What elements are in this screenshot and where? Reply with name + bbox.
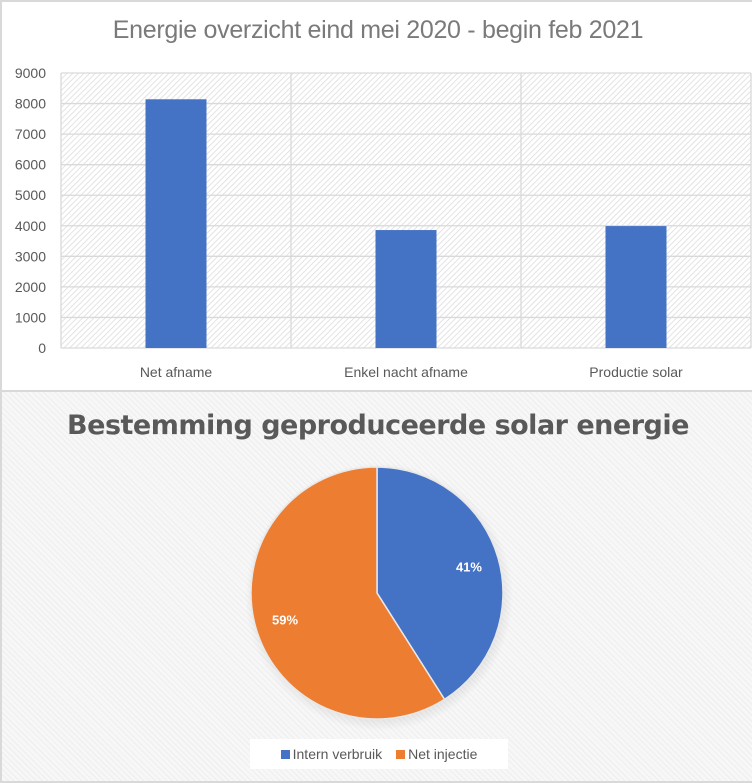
pie-chart-title: Bestemming geproduceerde solar energie (67, 410, 689, 441)
legend-label: Net injectie (408, 746, 478, 762)
y-tick-label: 0 (38, 340, 46, 356)
y-tick-label: 2000 (15, 279, 46, 295)
y-tick-label: 1000 (15, 309, 46, 325)
y-tick-label: 8000 (15, 96, 46, 112)
legend-item-net-injectie: Net injectie (396, 746, 477, 762)
legend-swatch-blue (280, 749, 290, 759)
y-tick-label: 4000 (15, 218, 46, 234)
legend-swatch-orange (396, 749, 406, 759)
x-tick-label: Net afname (140, 364, 213, 380)
y-tick-label: 6000 (15, 157, 46, 173)
pie-chart: 41% 59% (245, 463, 513, 731)
bar-chart-title: Energie overzicht eind mei 2020 - begin … (112, 16, 644, 44)
legend-item-intern-verbruik: Intern verbruik (280, 746, 383, 762)
legend-label: Intern verbruik (292, 746, 383, 762)
y-tick-label: 9000 (15, 65, 46, 81)
y-tick-label: 7000 (15, 126, 46, 142)
bar-net-afname (145, 99, 207, 349)
pie-slice-net-injectie (250, 466, 446, 720)
x-tick-label: Enkel nacht afname (344, 364, 468, 380)
pie-data-label: 59% (272, 613, 298, 628)
y-tick-label: 5000 (15, 187, 46, 203)
bar-chart: 0 1000 2000 3000 4000 5000 6000 7000 8000 9000 Net… (15, 65, 752, 380)
bar-productie-solar (605, 226, 667, 348)
y-tick-label: 3000 (15, 248, 46, 264)
bar-chart-panel: Energie overzicht eind mei 2020 - begin … (0, 0, 752, 392)
bar-enkel-nacht-afname (375, 230, 437, 348)
pie-chart-panel: Bestemming geproduceerde solar energie 4… (0, 392, 752, 783)
pie-legend: Intern verbruik Net injectie (250, 739, 508, 769)
x-tick-label: Productie solar (589, 364, 683, 380)
pie-data-label: 41% (456, 559, 482, 574)
